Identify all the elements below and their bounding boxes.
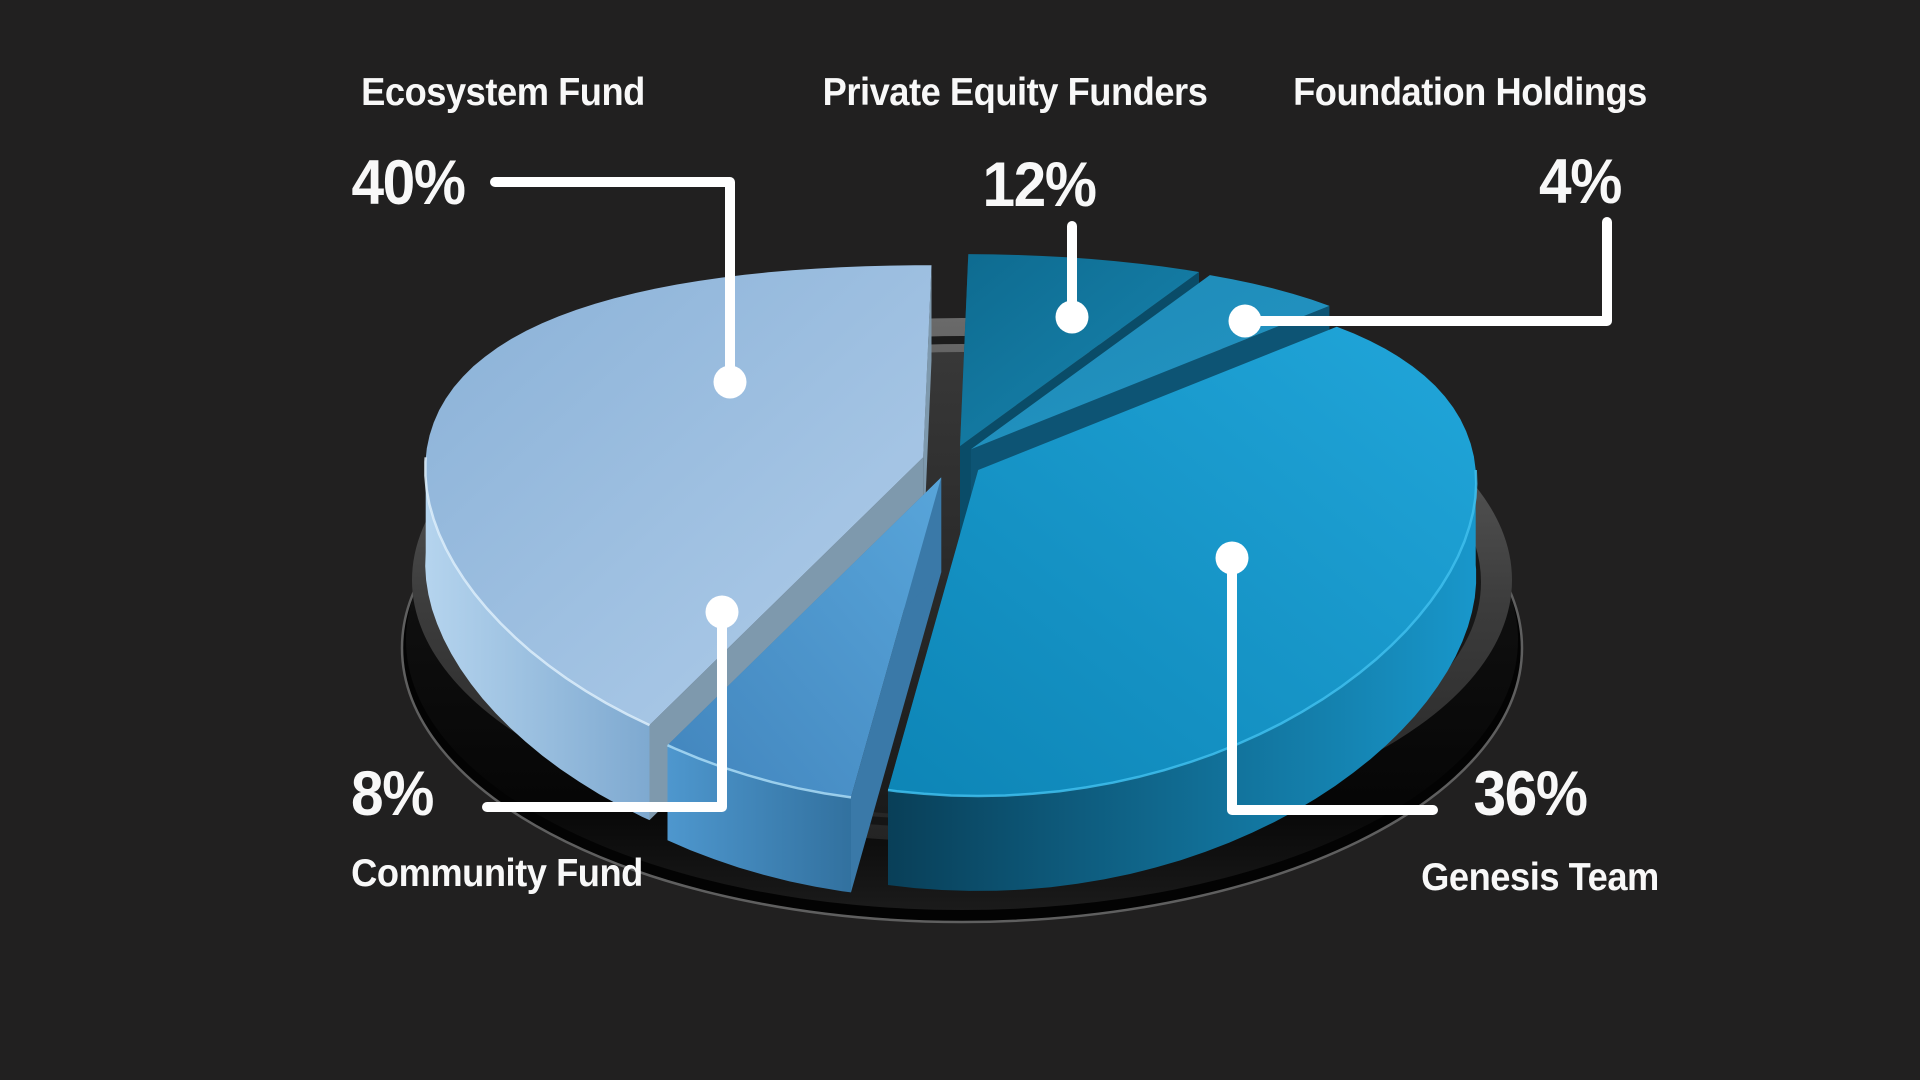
pie-slice-top-private-equity-funders [960,254,1199,447]
pie-slice-top-community-fund [667,477,942,798]
pie-slice-rim-genesis-team [888,470,1477,891]
pie-slice-edge-highlight-community-fund [666,744,852,799]
pie-slice-rim-community-fund [667,745,851,893]
slice-label-foundation-holdings: Foundation Holdings [1280,71,1660,115]
leader-dot-genesis-team [1215,541,1249,575]
leader-line-ecosystem-fund [490,177,735,383]
slice-label-community-fund-text: Community Fund [351,852,643,895]
slice-pct-ecosystem-fund: 40% [347,147,469,219]
leader-lines-layer [482,177,1612,815]
leader-dot-community-fund [705,595,739,629]
pie-slice-edge-highlight-genesis-team [887,469,1478,798]
slice-label-community-fund: Community Fund [340,852,654,896]
slice-label-ecosystem-fund: Ecosystem Fund [350,71,655,115]
pie-slice-top-genesis-team [888,326,1477,796]
leader-line-genesis-team [1227,555,1438,815]
leader-line-community-fund [482,610,727,812]
slice-pct-foundation-holdings-text: 4% [1539,147,1622,217]
leader-dot-ecosystem-fund [713,365,747,399]
pie-slice-cut-ecosystem-fund-1 [923,265,932,553]
leader-dot-private-equity-funders [1055,300,1089,334]
pie-slice-top-ecosystem-fund [425,265,932,726]
leader-line-foundation-holdings [1247,217,1612,326]
leader-dot-foundation-holdings [1228,304,1262,338]
slice-pct-genesis-team-text: 36% [1473,759,1587,829]
slice-pct-ecosystem-fund-text: 40% [351,148,465,218]
pie-slices-layer [424,254,1478,893]
slice-pct-private-equity-funders-text: 12% [982,150,1096,220]
slice-label-genesis-team-text: Genesis Team [1421,856,1659,899]
slice-pct-community-fund: 8% [348,758,436,830]
slice-pct-community-fund-text: 8% [351,759,434,829]
pie-slice-rim-ecosystem-fund [425,457,650,821]
slice-pct-private-equity-funders: 12% [978,149,1100,221]
slice-label-genesis-team: Genesis Team [1412,856,1668,900]
slice-label-foundation-holdings-text: Foundation Holdings [1293,71,1647,114]
slice-pct-foundation-holdings: 4% [1536,146,1624,218]
slice-label-private-equity-funders: Private Equity Funders [808,71,1222,115]
slice-pct-genesis-team: 36% [1469,758,1591,830]
slice-label-private-equity-funders-text: Private Equity Funders [822,71,1208,114]
slice-label-ecosystem-fund-text: Ecosystem Fund [361,71,645,114]
pie-slice-edge-highlight-ecosystem-fund [424,457,651,727]
